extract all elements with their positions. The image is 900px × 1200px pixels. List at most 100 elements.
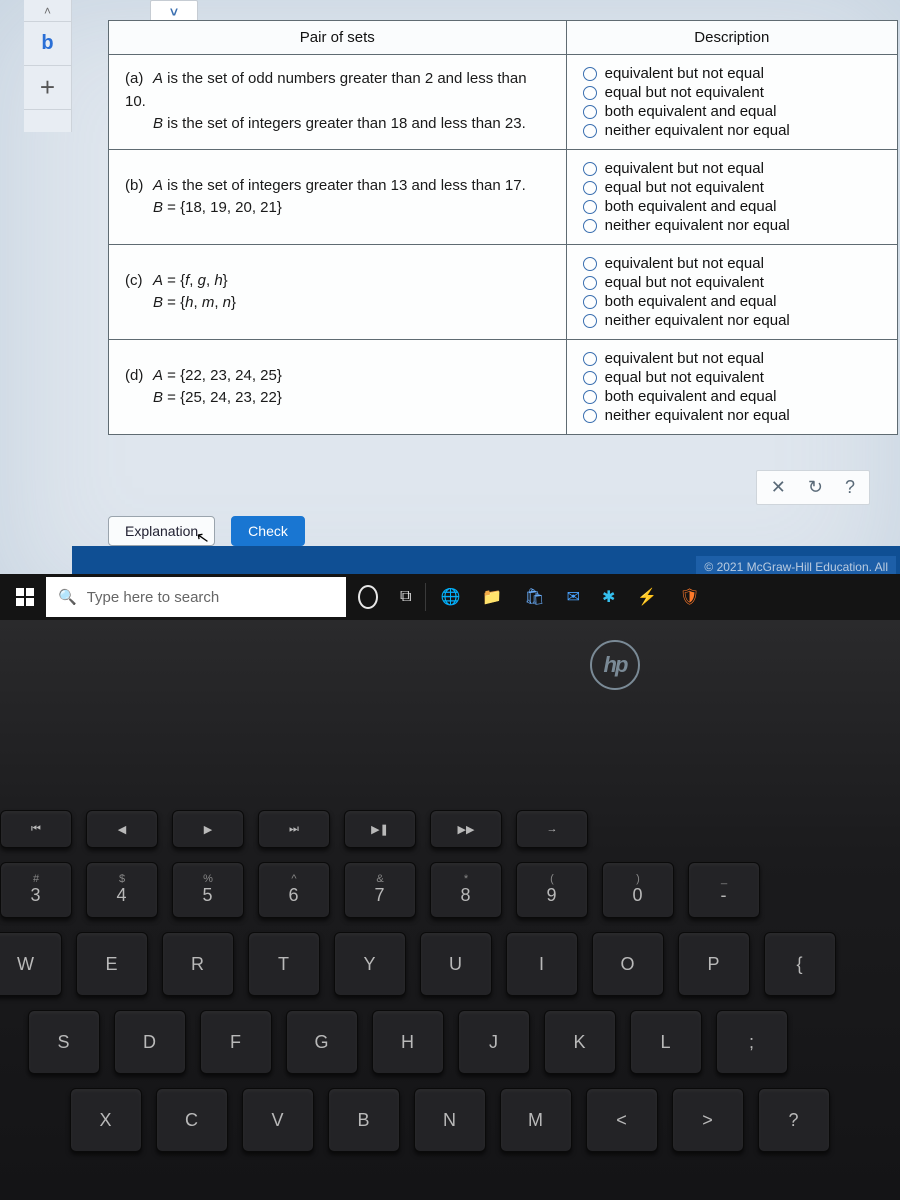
keyboard-row-a: SDFGHJKL;	[28, 1010, 900, 1074]
keyboard-key: P	[678, 932, 750, 996]
keyboard-key: V	[242, 1088, 314, 1152]
option[interactable]: both equivalent and equal	[583, 388, 881, 405]
header-desc: Description	[566, 21, 897, 55]
keyboard-key: (9	[516, 862, 588, 918]
keyboard-key: )0	[602, 862, 674, 918]
store-icon[interactable]: 🛍	[514, 577, 554, 617]
option-label: neither equivalent nor equal	[605, 312, 790, 329]
keyboard-key: ^6	[258, 862, 330, 918]
option[interactable]: neither equivalent nor equal	[583, 407, 881, 424]
table-row: (a)A is the set of odd numbers greater t…	[109, 55, 898, 150]
browser-tab-logo[interactable]: b	[24, 22, 71, 66]
sets-table: Pair of sets Description (a)A is the set…	[108, 20, 898, 435]
keyboard-row-q: WERTYUIOP{	[0, 932, 900, 996]
keyboard-key: $4	[86, 862, 158, 918]
keyboard-key: {	[764, 932, 836, 996]
option[interactable]: equal but not equivalent	[583, 369, 881, 386]
radio-icon[interactable]	[583, 124, 597, 138]
radio-icon[interactable]	[583, 295, 597, 309]
option[interactable]: equivalent but not equal	[583, 160, 881, 177]
radio-icon[interactable]	[583, 86, 597, 100]
keyboard-key: ⏭	[258, 810, 330, 848]
radio-icon[interactable]	[583, 314, 597, 328]
answer-toolbar: ✕ ↻ ?	[756, 470, 870, 505]
option[interactable]: neither equivalent nor equal	[583, 122, 881, 139]
keyboard-key: G	[286, 1010, 358, 1074]
groupme-icon[interactable]: ✱	[592, 577, 625, 617]
keyboard-key: I	[506, 932, 578, 996]
keyboard-key: Y	[334, 932, 406, 996]
question-content: Pair of sets Description (a)A is the set…	[108, 20, 898, 435]
explorer-icon[interactable]: 📁	[472, 577, 512, 617]
option-label: both equivalent and equal	[605, 388, 777, 405]
keyboard-key: N	[414, 1088, 486, 1152]
check-button[interactable]: Check	[231, 516, 305, 546]
cortana-icon[interactable]	[348, 577, 388, 617]
option[interactable]: both equivalent and equal	[583, 198, 881, 215]
option[interactable]: equal but not equivalent	[583, 274, 881, 291]
edge-icon[interactable]: 🌐	[430, 577, 470, 617]
radio-icon[interactable]	[583, 276, 597, 290]
mail-icon[interactable]: ✉	[557, 577, 590, 617]
radio-icon[interactable]	[583, 352, 597, 366]
tab-scroll-up-icon[interactable]: ˄	[24, 0, 71, 22]
windows-icon	[16, 588, 34, 606]
radio-icon[interactable]	[583, 67, 597, 81]
options-cell: equivalent but not equal equal but not eq…	[566, 150, 897, 245]
option[interactable]: equal but not equivalent	[583, 84, 881, 101]
start-button[interactable]	[6, 577, 44, 617]
close-icon[interactable]: ✕	[771, 477, 786, 498]
radio-icon[interactable]	[583, 219, 597, 233]
keyboard-key: ◀	[86, 810, 158, 848]
table-row: (b)A is the set of integers greater than…	[109, 150, 898, 245]
pair-cell: (b)A is the set of integers greater than…	[109, 150, 567, 245]
keyboard-key: K	[544, 1010, 616, 1074]
keyboard-key: E	[76, 932, 148, 996]
radio-icon[interactable]	[583, 409, 597, 423]
header-pair: Pair of sets	[109, 21, 567, 55]
radio-icon[interactable]	[583, 371, 597, 385]
option[interactable]: equivalent but not equal	[583, 350, 881, 367]
option-label: both equivalent and equal	[605, 103, 777, 120]
option[interactable]: neither equivalent nor equal	[583, 217, 881, 234]
option[interactable]: equivalent but not equal	[583, 65, 881, 82]
keyboard-key: ⏮	[0, 810, 72, 848]
option-label: equal but not equivalent	[605, 274, 764, 291]
option[interactable]: equivalent but not equal	[583, 255, 881, 272]
browser-new-tab[interactable]: +	[24, 66, 71, 110]
security-icon[interactable]: 🛡	[669, 577, 709, 617]
radio-icon[interactable]	[583, 162, 597, 176]
keyboard-key: U	[420, 932, 492, 996]
option[interactable]: both equivalent and equal	[583, 293, 881, 310]
keyboard-key: S	[28, 1010, 100, 1074]
keyboard-key: M	[500, 1088, 572, 1152]
keyboard-key: <	[586, 1088, 658, 1152]
option[interactable]: neither equivalent nor equal	[583, 312, 881, 329]
keyboard-key: →	[516, 810, 588, 848]
keyboard-key: %5	[172, 862, 244, 918]
option[interactable]: equal but not equivalent	[583, 179, 881, 196]
option-label: equivalent but not equal	[605, 255, 764, 272]
options-cell: equivalent but not equal equal but not eq…	[566, 340, 897, 435]
help-icon[interactable]: ?	[845, 477, 855, 498]
keyboard-key: F	[200, 1010, 272, 1074]
pair-cell: (d)A = {22, 23, 24, 25}B = {25, 24, 23, …	[109, 340, 567, 435]
radio-icon[interactable]	[583, 200, 597, 214]
radio-icon[interactable]	[583, 257, 597, 271]
radio-icon[interactable]	[583, 181, 597, 195]
option-label: equivalent but not equal	[605, 65, 764, 82]
keyboard-key: O	[592, 932, 664, 996]
keyboard-key: R	[162, 932, 234, 996]
task-view-icon[interactable]: ⧉	[390, 577, 421, 617]
search-icon: 🔍	[58, 588, 77, 606]
radio-icon[interactable]	[583, 390, 597, 404]
taskbar-search[interactable]: 🔍 Type here to search	[46, 577, 346, 617]
option[interactable]: both equivalent and equal	[583, 103, 881, 120]
reset-icon[interactable]: ↻	[808, 477, 823, 498]
table-row: (d)A = {22, 23, 24, 25}B = {25, 24, 23, …	[109, 340, 898, 435]
radio-icon[interactable]	[583, 105, 597, 119]
keyboard-key: >	[672, 1088, 744, 1152]
keyboard-key: ▶	[172, 810, 244, 848]
lightning-icon[interactable]: ⚡	[627, 577, 667, 617]
keyboard-key: ?	[758, 1088, 830, 1152]
